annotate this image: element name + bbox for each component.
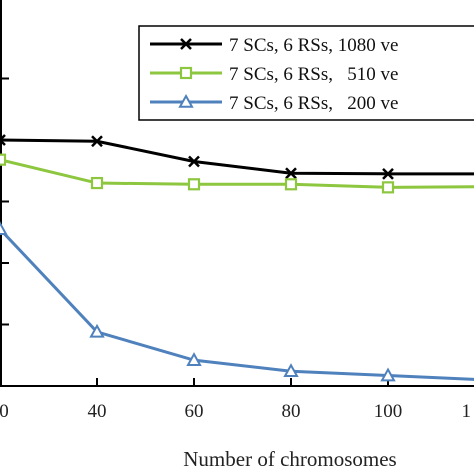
legend-item: 7 SCs, 6 RSs, 200 ve	[150, 93, 398, 114]
x-ticks: 0 40 60 80 100 1	[0, 378, 472, 422]
x-tick-label: 80	[282, 401, 301, 422]
data-point-marker	[90, 176, 104, 190]
data-point-marker	[186, 352, 202, 366]
legend-item: 7 SCs, 6 RSs, 1080 ve	[150, 35, 398, 56]
data-point-marker	[178, 93, 194, 108]
x-axis-title: Number of chromosomes	[183, 447, 396, 471]
series-line	[0, 138, 474, 176]
series-line	[0, 228, 474, 381]
data-point-marker	[91, 135, 103, 148]
axes	[0, 0, 474, 387]
data-point-marker	[381, 181, 395, 194]
x-tick-label: 1	[462, 401, 472, 422]
legend-label: 7 SCs, 6 RSs, 510 ve	[229, 64, 398, 85]
data-point-marker	[285, 167, 297, 180]
legend-label: 7 SCs, 6 RSs, 1080 ve	[229, 35, 398, 56]
data-point-marker	[89, 323, 105, 338]
legend-item: 7 SCs, 6 RSs, 510 ve	[150, 64, 398, 85]
data-point-marker	[284, 178, 298, 191]
legend-label: 7 SCs, 6 RSs, 200 ve	[229, 93, 398, 114]
data-point-marker	[179, 66, 193, 80]
series-2	[0, 153, 474, 194]
data-point-marker	[0, 221, 8, 235]
data-point-marker	[382, 167, 394, 180]
series-1	[0, 134, 474, 180]
x-tick-label: 60	[185, 401, 204, 422]
series-line	[0, 158, 474, 189]
plot-area	[0, 134, 474, 382]
data-point-marker	[180, 38, 192, 50]
data-point-marker	[283, 363, 299, 378]
x-tick-label: 40	[88, 401, 107, 422]
data-point-marker	[0, 134, 6, 146]
data-point-marker	[380, 367, 396, 382]
x-tick-label: 100	[374, 401, 403, 422]
legend: 7 SCs, 6 RSs, 1080 ve 7 SCs, 6 RSs, 510 v…	[138, 25, 474, 121]
series-3	[0, 221, 474, 382]
data-point-marker	[188, 155, 200, 168]
data-point-marker	[187, 178, 201, 191]
x-tick-label: 0	[0, 401, 9, 422]
data-point-marker	[0, 153, 7, 166]
